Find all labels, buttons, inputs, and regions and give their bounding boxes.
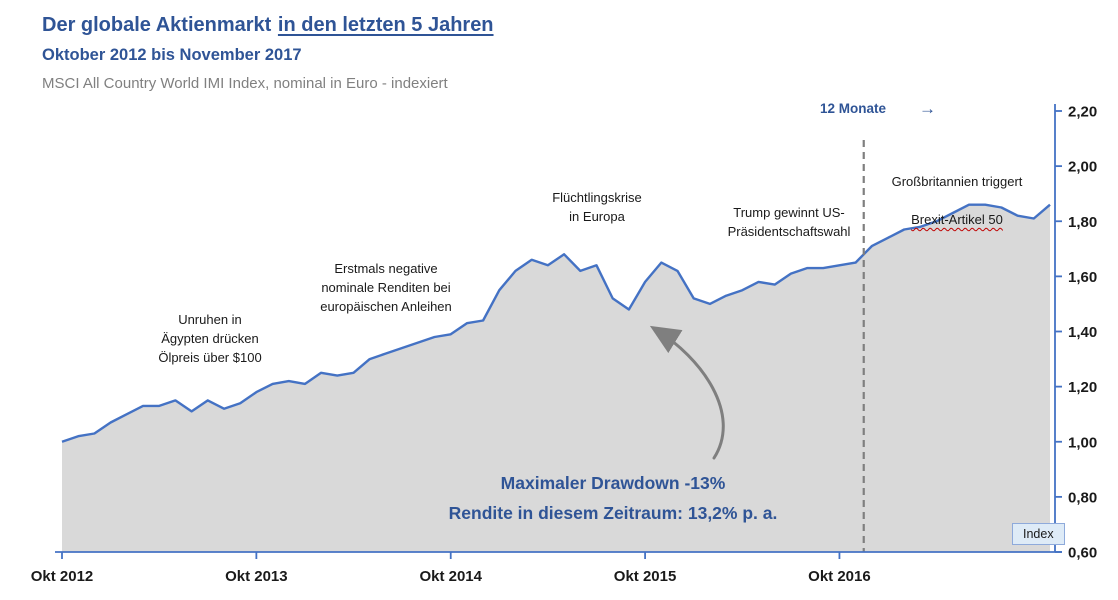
annotation-egypt-oil: Unruhen in Ägypten drücken Ölpreis über …	[158, 312, 262, 365]
twelve-month-label: 12 Monate →	[820, 99, 936, 118]
page-title: Der globale Aktienmarkt in den letzten 5 …	[42, 14, 494, 37]
index-area	[62, 204, 1050, 552]
title-underlined-part: in den letzten 5 Jahren	[277, 14, 494, 36]
annotation-trump-election: Trump gewinnt US- Präsidentschaftswahl	[727, 205, 851, 239]
title-main: Der globale Aktienmarkt	[42, 14, 272, 36]
y-tick-label: 0,60	[1068, 545, 1097, 562]
index-source-line: MSCI All Country World IMI Index, nomina…	[42, 75, 448, 92]
y-tick-label: 2,00	[1068, 159, 1097, 176]
x-tick-label: Okt 2016	[808, 568, 871, 585]
annotation-negative-yields: Erstmals negative nominale Renditen bei …	[320, 261, 452, 314]
y-tick-label: 1,20	[1068, 379, 1097, 396]
y-axis-ticks: 0,60 0,80 1,00 1,20 1,40 1,60 1,80 2,00 2,20	[1055, 104, 1097, 562]
x-tick-label: Okt 2013	[225, 568, 288, 585]
drawdown-line1: Maximaler Drawdown -13%	[500, 473, 726, 493]
y-tick-label: 1,60	[1068, 269, 1097, 286]
y-tick-label: 1,40	[1068, 324, 1097, 341]
page-subtitle: Oktober 2012 bis November 2017	[42, 46, 302, 64]
y-tick-label: 1,80	[1068, 214, 1097, 231]
x-tick-label: Okt 2015	[614, 568, 677, 585]
annotation-brexit-line1: Großbritannien triggert	[891, 174, 1023, 189]
x-tick-label: Okt 2014	[419, 568, 482, 585]
drawdown-callout: Maximaler Drawdown -13% Rendite in diese…	[398, 468, 828, 528]
drawdown-arrow	[649, 325, 725, 460]
drawdown-line2: Rendite in diesem Zeitraum: 13,2% p. a.	[448, 503, 778, 523]
y-tick-label: 2,20	[1068, 104, 1097, 121]
twelve-month-text: 12 Monate	[820, 101, 887, 116]
annotation-brexit: Großbritannien triggert Brexit-Artikel 5…	[858, 153, 1056, 248]
index-line	[61, 203, 1051, 443]
index-legend-badge: Index	[1012, 523, 1065, 545]
x-axis-ticks: Okt 2012 Okt 2013 Okt 2014 Okt 2015 Okt 2016	[31, 552, 871, 585]
y-tick-label: 1,00	[1068, 434, 1097, 451]
right-arrow-icon: →	[919, 99, 936, 118]
annotation-refugee-crisis: Flüchtlingskrise in Europa	[552, 190, 642, 224]
annotation-brexit-line2: Brexit-Artikel 50	[911, 212, 1003, 227]
y-tick-label: 0,80	[1068, 489, 1097, 506]
x-tick-label: Okt 2012	[31, 568, 94, 585]
